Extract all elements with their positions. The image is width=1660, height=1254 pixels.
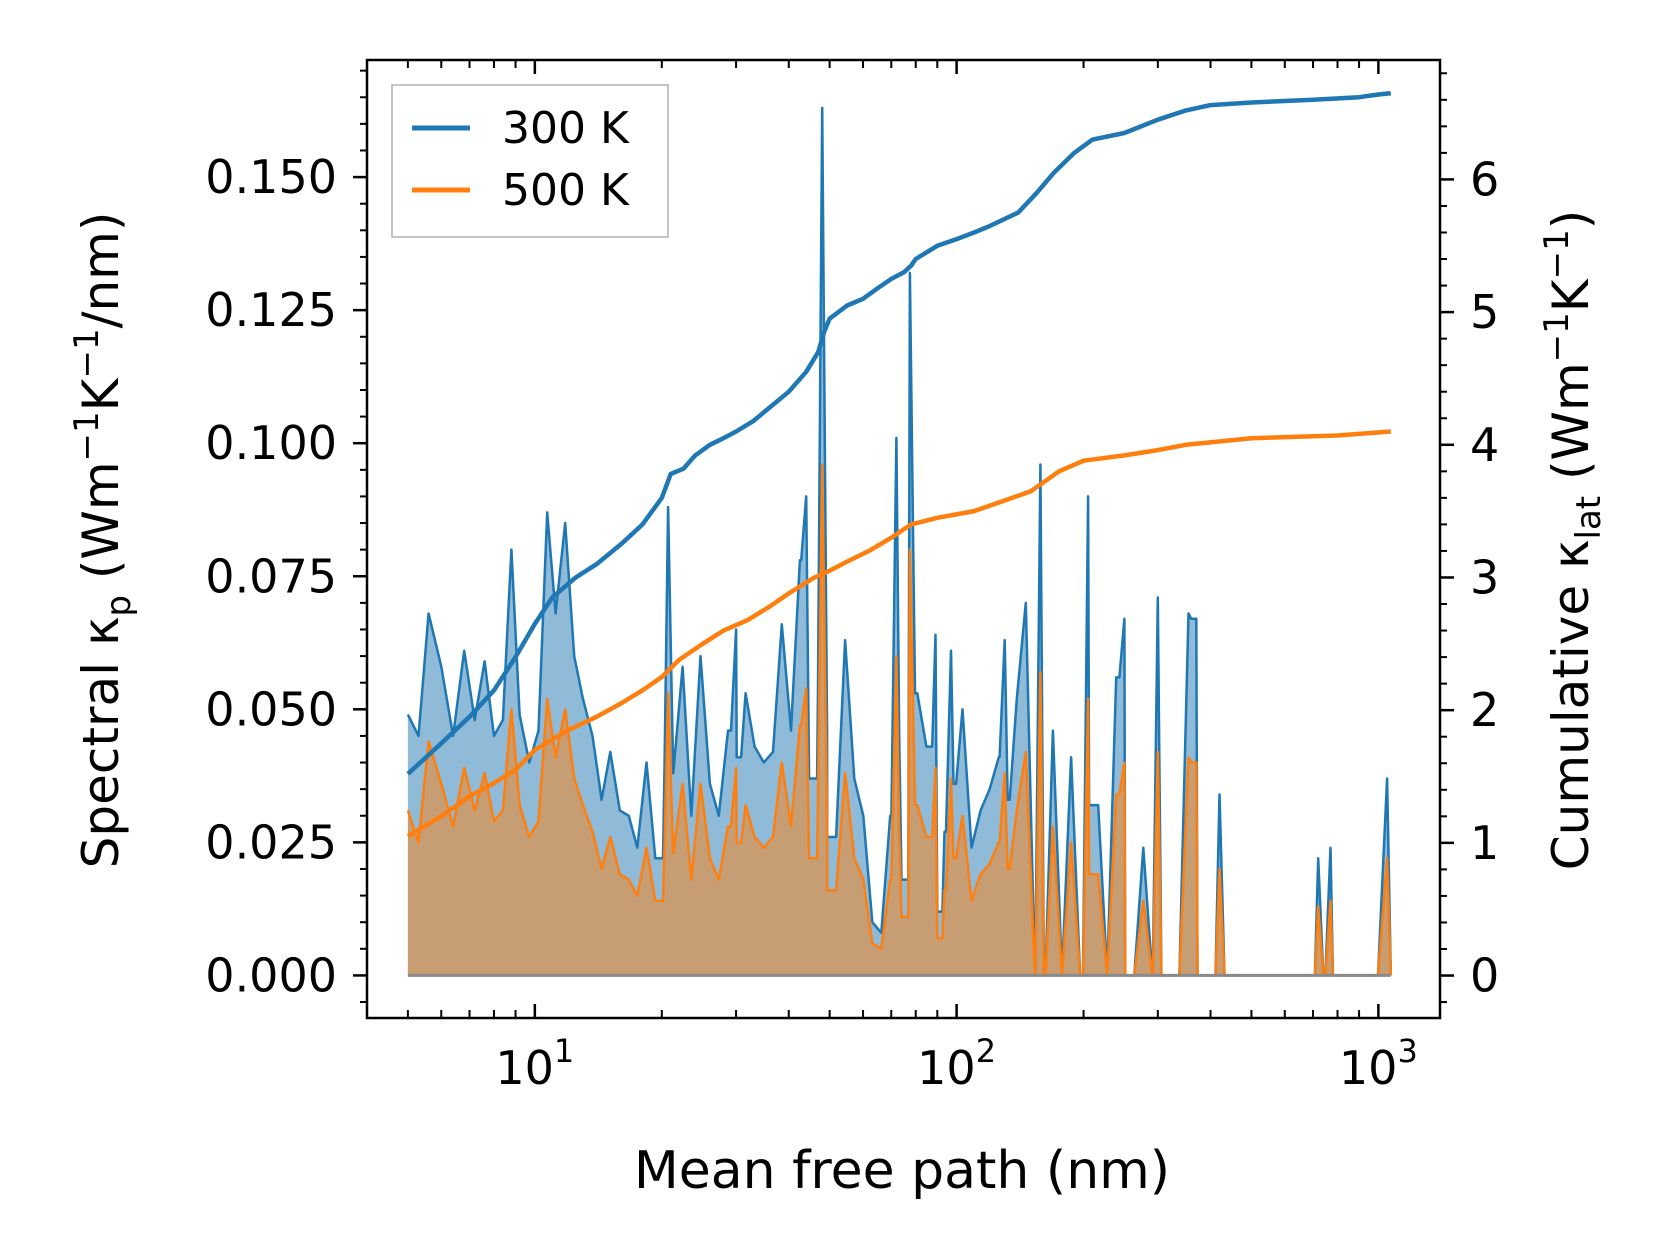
plot-area bbox=[406, 90, 1393, 977]
left-y-tick-label: 0.050 bbox=[205, 682, 337, 736]
right-y-axis-label: Cumulative κlat (Wm−1K−1) bbox=[1537, 210, 1609, 870]
cumulative-line-layer bbox=[406, 90, 1392, 839]
cumulative-line-500k bbox=[406, 429, 1391, 839]
left-y-tick-label: 0.000 bbox=[205, 948, 337, 1002]
right-y-tick-label: 2 bbox=[1470, 683, 1499, 737]
x-tick-label: 103 bbox=[1339, 1032, 1418, 1095]
cumulative-line-300k bbox=[406, 90, 1392, 776]
left-y-tick-label: 0.075 bbox=[205, 549, 337, 603]
plot-frame bbox=[365, 58, 1442, 1020]
left-y-axis-label: Spectral κp (Wm−1K−1/nm) bbox=[67, 212, 139, 869]
right-y-tick-label: 4 bbox=[1470, 418, 1499, 472]
left-y-tick-label: 0.100 bbox=[205, 416, 337, 470]
x-tick-label-base: 10 bbox=[1339, 1041, 1398, 1095]
left-y-tick-label: 0.025 bbox=[205, 815, 337, 869]
right-y-tick-label: 3 bbox=[1470, 550, 1499, 604]
left-y-axis-ticks: 0.000 0.025 0.050 0.075 0.100 0.125 0.150 bbox=[205, 69, 367, 1004]
spectral-line-500k bbox=[406, 463, 1393, 977]
x-tick-label-base: 10 bbox=[917, 1041, 976, 1095]
x-tick-label-base: 10 bbox=[495, 1041, 554, 1095]
spectral-line-layer bbox=[406, 106, 1393, 977]
x-axis-ticks: 101 102 103 bbox=[366, 60, 1418, 1095]
right-y-tick-label: 0 bbox=[1470, 949, 1499, 1003]
spectral-line-300k bbox=[406, 106, 1393, 977]
legend-frame bbox=[391, 84, 669, 238]
right-y-tick-label: 5 bbox=[1470, 285, 1499, 339]
x-tick-label: 102 bbox=[917, 1032, 996, 1095]
x-axis-label: Mean free path (nm) bbox=[634, 1141, 1170, 1201]
x-tick-label-exponent: 2 bbox=[976, 1032, 996, 1070]
left-y-tick-label: 0.125 bbox=[205, 283, 337, 337]
legend: 300 K 500 K bbox=[391, 84, 669, 238]
x-tick-label-exponent: 1 bbox=[554, 1032, 574, 1070]
left-y-tick-label: 0.150 bbox=[205, 150, 337, 204]
right-y-tick-label: 1 bbox=[1470, 816, 1499, 870]
legend-label-300k: 300 K bbox=[502, 103, 630, 154]
right-y-tick-label: 6 bbox=[1470, 152, 1499, 206]
right-y-axis-ticks: 0 1 2 3 4 5 6 bbox=[1440, 72, 1499, 1004]
x-tick-label-exponent: 3 bbox=[1397, 1032, 1417, 1070]
x-tick-label: 101 bbox=[495, 1032, 574, 1095]
legend-label-500k: 500 K bbox=[502, 165, 630, 216]
